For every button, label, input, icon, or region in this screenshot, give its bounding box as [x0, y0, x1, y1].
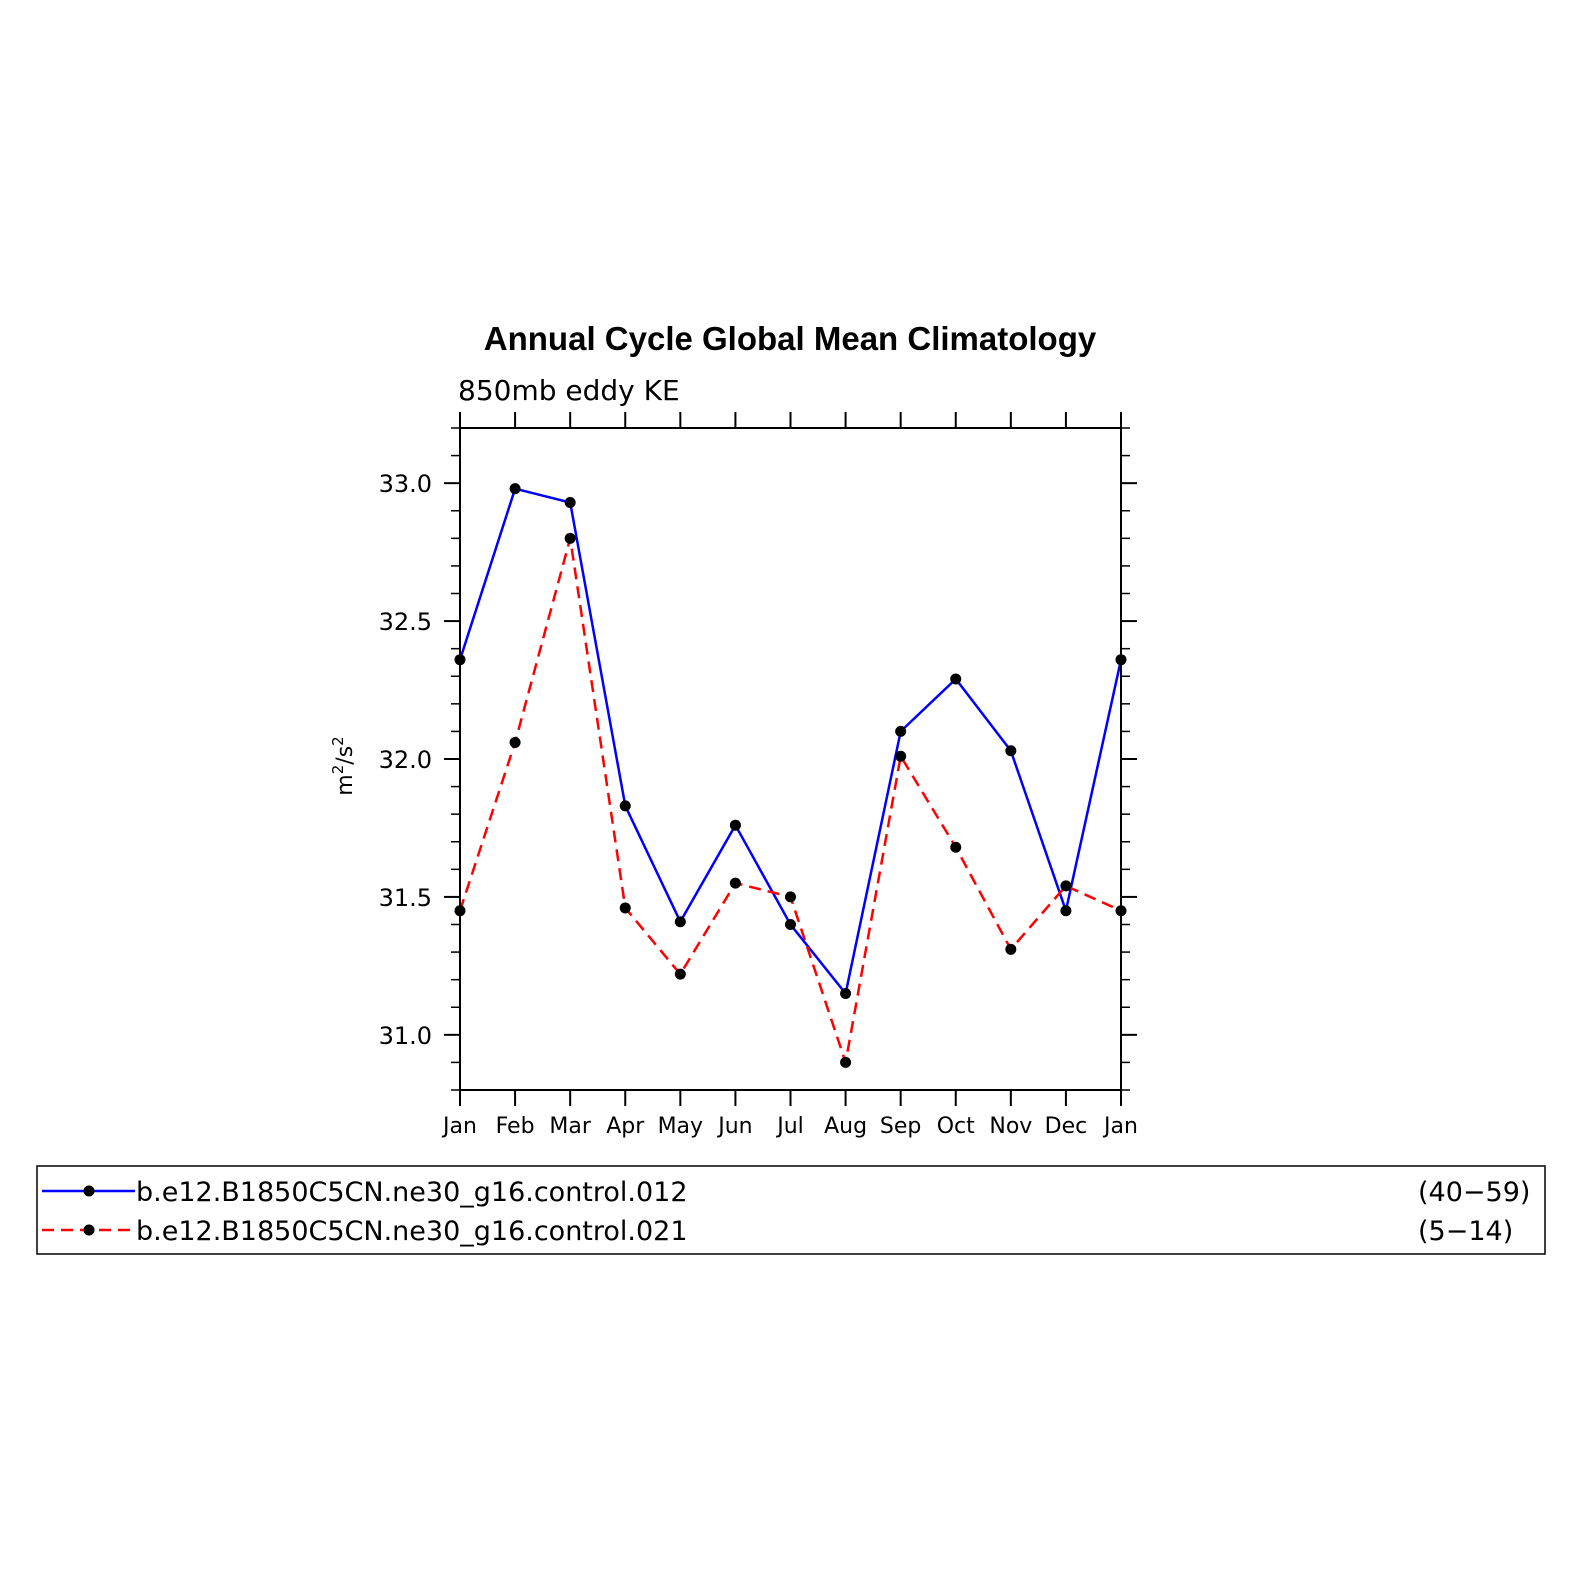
- legend-marker-2: [83, 1224, 95, 1236]
- y-tick-label: 31.5: [379, 884, 432, 912]
- data-point-s2-6: [729, 877, 741, 889]
- legend: b.e12.B1850C5CN.ne30_g16.control.012 (40−…: [42, 1177, 1530, 1247]
- data-point-s1-7: [785, 919, 796, 930]
- data-point-s1-3: [564, 496, 576, 508]
- data-point-s2-12: [1060, 880, 1072, 892]
- legend-series-name-1: b.e12.B1850C5CN.ne30_g16.control.012: [136, 1177, 688, 1208]
- series-line-2: [458, 537, 1122, 1063]
- x-tick-label: Oct: [937, 1114, 975, 1139]
- data-point-s1-4: [619, 800, 631, 812]
- chart-title: Annual Cycle Global Mean Climatology: [484, 320, 1097, 357]
- data-point-s1-9: [895, 725, 907, 737]
- x-tick-label: Apr: [606, 1114, 645, 1139]
- plot-frame: [459, 427, 1122, 1091]
- x-tick-label: Feb: [496, 1114, 535, 1139]
- series-line-1: [458, 487, 1123, 997]
- chart-subtitle: 850mb eddy KE: [458, 374, 680, 407]
- x-tick-label: Sep: [880, 1114, 921, 1139]
- y-tick-label: 33.0: [379, 470, 432, 498]
- y-tick-label: 31.0: [379, 1022, 432, 1050]
- data-point-s1-8: [840, 987, 852, 999]
- plot-area: Jan Feb Mar Apr May Jun Jul Aug Sep Oct Nov Dec Jan 3…: [379, 412, 1138, 1139]
- y-tick-label: 32.0: [379, 746, 432, 774]
- data-point-s2-10: [950, 841, 962, 853]
- y-tick-label: 32.5: [379, 608, 432, 636]
- x-tick-label: Nov: [989, 1114, 1032, 1139]
- data-point-s2-2: [509, 736, 521, 748]
- data-point-s2-7: [785, 891, 796, 903]
- data-point-s1-12: [1060, 905, 1072, 917]
- x-tick-label: Jul: [775, 1114, 804, 1139]
- y-axis-label: m2/s2: [329, 736, 358, 795]
- legend-years-2: (5−14): [1418, 1216, 1513, 1247]
- legend-marker-1: [83, 1185, 95, 1197]
- data-point-s2-9: [895, 750, 907, 762]
- data-point-s2-3: [564, 532, 576, 544]
- x-tick-label: Aug: [824, 1114, 867, 1139]
- data-point-s2-11: [1005, 943, 1017, 955]
- x-tick-label: May: [658, 1114, 703, 1139]
- data-point-s2-4: [619, 902, 631, 914]
- data-point-s2-5: [674, 968, 686, 980]
- x-tick-label: Dec: [1045, 1114, 1088, 1139]
- data-point-s1-10: [950, 673, 962, 685]
- data-point-s1-5: [674, 916, 686, 928]
- x-tick-label: Jan: [441, 1114, 477, 1139]
- data-point-s1-2: [509, 483, 521, 495]
- legend-series-name-2: b.e12.B1850C5CN.ne30_g16.control.021: [136, 1216, 688, 1247]
- data-point-s1-11: [1005, 745, 1017, 757]
- legend-years-1: (40−59): [1418, 1177, 1530, 1208]
- x-tick-label: Mar: [549, 1114, 591, 1139]
- x-tick-label: Jan: [1102, 1114, 1138, 1139]
- x-tick-label: Jun: [716, 1114, 752, 1139]
- data-point-s1-6: [729, 819, 741, 831]
- data-point-s2-8: [840, 1056, 852, 1068]
- legend-box: [36, 1165, 1546, 1255]
